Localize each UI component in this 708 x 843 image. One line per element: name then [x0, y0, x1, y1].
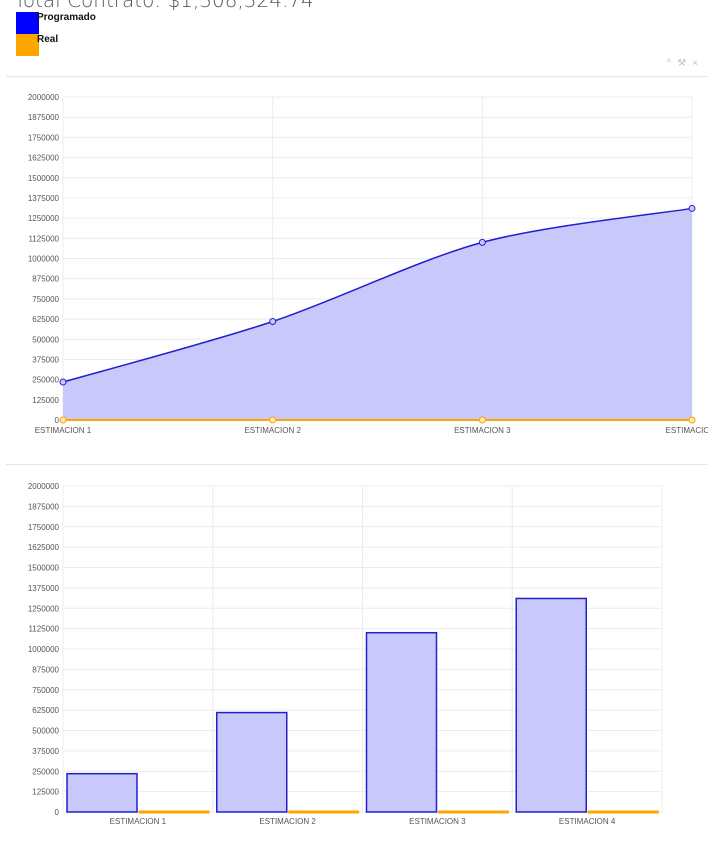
y-tick-label: 625000: [32, 315, 59, 324]
y-tick-label: 1125000: [28, 625, 59, 634]
y-tick-label: 125000: [32, 788, 59, 797]
y-tick-label: 1500000: [28, 564, 60, 573]
y-tick-label: 875000: [32, 665, 59, 674]
legend-item-programado: Programado: [16, 12, 96, 34]
y-tick-label: 1625000: [28, 543, 60, 552]
bar-real: [438, 810, 509, 814]
x-tick-label: ESTIMACION 3: [409, 817, 466, 826]
bar-real: [138, 810, 210, 814]
y-tick-label: 750000: [32, 295, 59, 304]
programado-point: [478, 238, 486, 246]
legend-swatch-programado: [16, 12, 39, 34]
y-tick-label: 1625000: [28, 154, 60, 163]
panel-tools: ^ ⚒ ×: [666, 58, 698, 69]
programado-point: [269, 317, 277, 325]
bar-real: [288, 810, 360, 814]
y-tick-label: 1000000: [28, 255, 60, 264]
legend: Programado Real: [16, 12, 96, 56]
y-tick-label: 2000000: [28, 93, 60, 102]
y-tick-label: 1000000: [28, 645, 60, 654]
bar-programado: [216, 711, 288, 813]
y-tick-label: 0: [55, 416, 60, 425]
bar-chart-panel: 0 125000 250000 375000 500000 625000 750000 875…: [6, 464, 708, 843]
real-point: [269, 416, 277, 424]
bar-real: [587, 810, 659, 814]
legend-swatch-real: [16, 34, 39, 56]
series-programado-line: [62, 207, 693, 383]
bar-programado: [66, 772, 138, 813]
y-tick-label: 1750000: [28, 133, 60, 142]
y-tick-label: 1250000: [28, 214, 60, 223]
y-tick-label: 1875000: [28, 113, 60, 122]
y-tick-label: 625000: [32, 706, 59, 715]
y-tick-label: 1500000: [28, 174, 60, 183]
y-tick-label: 375000: [32, 355, 59, 364]
wrench-icon[interactable]: ⚒: [677, 58, 687, 69]
x-tick-label: ESTIMACION 3: [454, 426, 511, 435]
y-tick-label: 1875000: [28, 502, 60, 511]
x-tick-label: ESTIMACION 1: [35, 426, 92, 435]
y-tick-label: 1750000: [28, 523, 60, 532]
line-chart: 0 125000 250000 375000 500000 625000 750000 875…: [28, 93, 708, 435]
bar-chart: 0 125000 250000 375000 500000 625000 750000 875…: [28, 482, 663, 826]
legend-label-real: Real: [37, 33, 59, 45]
programado-point: [59, 378, 67, 386]
y-tick-label: 125000: [32, 396, 59, 405]
y-tick-label: 875000: [32, 275, 59, 284]
y-tick-label: 1375000: [28, 584, 60, 593]
x-tick-label: ESTIMACION 2: [259, 817, 316, 826]
y-tick-label: 750000: [32, 686, 59, 695]
bar-programado: [365, 631, 438, 813]
x-tick-label: ESTIMACION 4: [666, 426, 708, 435]
y-tick-label: 375000: [32, 747, 59, 756]
y-tick-label: 250000: [32, 376, 59, 385]
page-title: Total Contrato: $1,308,324.74: [14, 0, 314, 12]
real-point: [688, 416, 696, 424]
series-programado-area: [63, 208, 692, 420]
bar-programado: [515, 597, 587, 813]
y-tick-label: 0: [55, 808, 60, 817]
x-tick-label: ESTIMACION 1: [110, 817, 167, 826]
y-tick-label: 1250000: [28, 604, 60, 613]
close-icon[interactable]: ×: [692, 58, 698, 69]
x-tick-label: ESTIMACION 2: [244, 426, 301, 435]
real-point: [478, 416, 486, 424]
y-tick-label: 500000: [32, 727, 59, 736]
y-tick-label: 250000: [32, 767, 59, 776]
y-tick-label: 1375000: [28, 194, 60, 203]
collapse-icon[interactable]: ^: [666, 58, 672, 69]
y-tick-label: 500000: [32, 335, 59, 344]
panel-header: ^ ⚒ ×: [6, 56, 708, 77]
real-point: [59, 416, 67, 424]
y-tick-label: 2000000: [28, 482, 60, 491]
legend-label-programado: Programado: [37, 11, 96, 23]
line-chart-panel: ^ ⚒ × 0 125000 250000 375000 500000 625000 750…: [6, 56, 708, 442]
x-tick-label: ESTIMACION 4: [559, 817, 616, 826]
legend-item-real: Real: [16, 34, 96, 56]
y-tick-label: 1125000: [28, 234, 59, 243]
programado-point: [688, 204, 696, 212]
